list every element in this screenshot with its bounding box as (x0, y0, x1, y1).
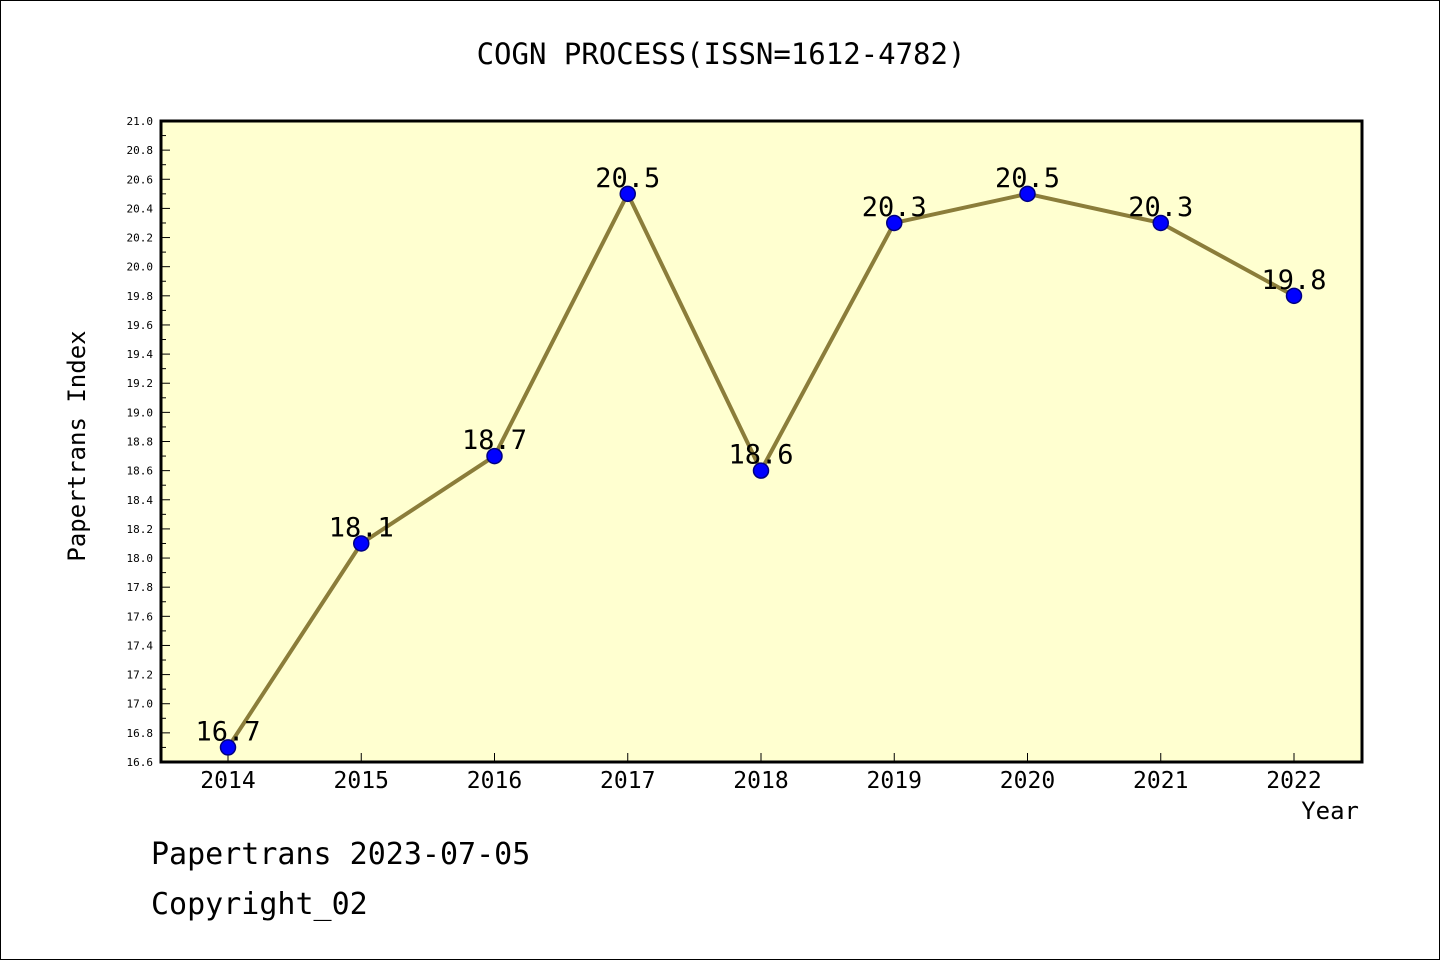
x-tick-label: 2020 (1000, 768, 1055, 794)
y-tick-label: 20.6 (127, 173, 154, 186)
y-axis: 16.6 16.8 17.0 17.2 17.4 17.6 17.8 18.0 18.2 18.4… (127, 115, 170, 769)
data-point (1152, 214, 1169, 232)
y-tick-label: 18.2 (127, 523, 154, 536)
y-tick-label: 20.2 (127, 232, 154, 245)
data-point (1285, 287, 1303, 305)
data-point (486, 447, 503, 465)
y-tick-label: 21.0 (127, 115, 154, 128)
data-label: 18.1 (329, 512, 394, 543)
y-tick-label: 17.4 (127, 639, 154, 652)
y-tick-label: 19.0 (127, 406, 154, 419)
data-point (1019, 185, 1036, 203)
y-tick-label: 20.4 (127, 202, 154, 215)
data-label: 20.5 (995, 163, 1060, 194)
x-tick-label: 2021 (1133, 768, 1188, 794)
y-tick-label: 19.8 (127, 290, 154, 303)
x-axis-label: Year (1301, 797, 1359, 825)
x-tick-label: 2017 (600, 768, 655, 794)
data-label: 20.5 (595, 163, 660, 194)
data-label: 18.7 (462, 425, 527, 456)
data-point (752, 462, 770, 479)
x-tick-label: 2019 (867, 768, 922, 794)
y-tick-label: 19.4 (127, 348, 154, 361)
y-tick-label: 18.6 (127, 465, 154, 478)
y-tick-label: 16.6 (127, 756, 154, 769)
data-points (219, 185, 1303, 756)
footer-date: Papertrans 2023-07-05 (151, 837, 531, 872)
y-tick-label: 18.8 (127, 436, 154, 449)
data-label: 20.3 (1128, 192, 1193, 223)
y-tick-label: 16.8 (127, 727, 154, 740)
data-label: 18.6 (728, 440, 793, 471)
y-tick-label: 20.0 (127, 261, 154, 274)
y-tick-label: 18.4 (127, 494, 154, 507)
x-tick-label: 2016 (467, 768, 522, 794)
y-tick-label: 17.2 (127, 669, 154, 682)
x-tick-label: 2018 (733, 768, 788, 794)
y-tick-label: 17.6 (127, 610, 154, 623)
x-axis: 2014 2015 2016 2017 2018 2019 2020 2021 2022 (200, 753, 1322, 794)
data-point (619, 185, 636, 203)
data-point (353, 535, 370, 552)
data-label: 19.8 (1261, 265, 1326, 296)
data-labels: 16.7 18.1 18.7 20.5 18.6 20.3 20.5 20.3 19.8 (195, 163, 1326, 748)
data-label: 20.3 (862, 192, 927, 223)
y-tick-label: 19.2 (127, 377, 154, 390)
y-tick-label: 18.0 (127, 552, 154, 565)
data-point (219, 739, 237, 756)
chart-title: COGN PROCESS(ISSN=1612-4782) (476, 37, 966, 71)
x-tick-label: 2022 (1266, 768, 1321, 794)
y-tick-label: 17.8 (127, 581, 154, 594)
y-tick-label: 20.8 (127, 144, 154, 157)
x-tick-label: 2014 (200, 768, 255, 794)
y-tick-label: 17.0 (127, 698, 154, 711)
data-label: 16.7 (195, 716, 260, 747)
x-tick-label: 2015 (334, 768, 389, 794)
y-tick-label: 19.6 (127, 319, 154, 332)
data-point (886, 214, 903, 232)
footer-copyright: Copyright_02 (151, 887, 368, 922)
